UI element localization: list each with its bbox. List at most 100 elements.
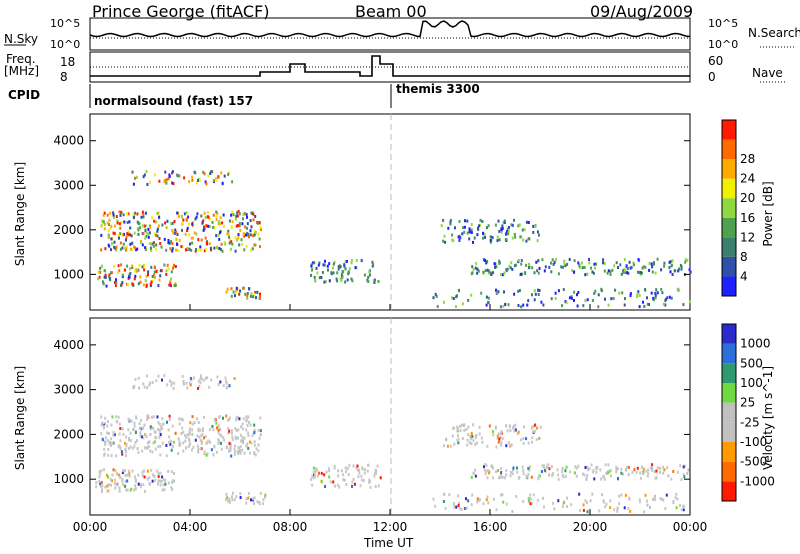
scatter-cell [231, 180, 234, 184]
scatter-cell [126, 479, 129, 483]
colorbar-tick-label: 20 [740, 191, 755, 205]
scatter-cell [609, 270, 612, 274]
scatter-cell [343, 478, 346, 482]
scatter-cell [237, 236, 240, 240]
scatter-cell [507, 303, 510, 307]
scatter-cell [534, 429, 536, 433]
scatter-cell [674, 496, 677, 500]
scatter-cell [200, 214, 203, 218]
scatter-cell [586, 272, 589, 276]
scatter-cell [178, 443, 181, 447]
scatter-cell [217, 441, 220, 445]
scatter-cell [217, 233, 220, 237]
scatter-cell [121, 281, 124, 285]
scatter-cell [116, 221, 119, 225]
scatter-cell [259, 416, 262, 420]
x-tick-label: 00:00 [73, 520, 108, 534]
scatter-cell [169, 439, 172, 443]
scatter-cell [122, 469, 125, 472]
scatter-cell [100, 484, 102, 488]
scatter-cell [112, 231, 115, 235]
scatter-cell [529, 493, 532, 497]
scatter-cell [577, 464, 580, 468]
scatter-cell [347, 473, 350, 477]
scatter-cell [626, 465, 629, 469]
scatter-cell [344, 260, 347, 264]
scatter-cell [229, 446, 232, 450]
scatter-cell [575, 474, 578, 478]
scatter-cell [476, 271, 479, 275]
scatter-cell [208, 385, 211, 389]
scatter-cell [219, 427, 222, 431]
scatter-cell [484, 269, 487, 273]
scatter-cell [680, 478, 683, 481]
scatter-cell [663, 261, 666, 265]
scatter-cell [512, 468, 514, 472]
scatter-cell [148, 181, 151, 185]
scatter-cell [379, 476, 382, 480]
scatter-cell [532, 230, 535, 234]
scatter-cell [159, 242, 162, 245]
scatter-cell [147, 270, 150, 274]
scatter-cell [475, 262, 478, 266]
scatter-cell [226, 385, 229, 389]
scatter-cell [139, 280, 142, 284]
scatter-cell [486, 495, 489, 499]
scatter-cell [115, 278, 117, 282]
scatter-cell [200, 377, 203, 381]
scatter-cell [202, 228, 205, 232]
scatter-cell [531, 502, 534, 506]
scatter-cell [98, 479, 101, 483]
scatter-cell [188, 222, 190, 226]
scatter-cell [501, 224, 504, 228]
scatter-cell [468, 441, 471, 445]
scatter-cell [528, 499, 531, 502]
scatter-cell [228, 238, 231, 242]
scatter-cell [623, 258, 626, 262]
scatter-cell [118, 473, 121, 477]
scatter-cell [351, 480, 354, 484]
scatter-cell [211, 424, 214, 428]
scatter-cell [637, 270, 640, 274]
scatter-cell [143, 173, 146, 177]
scatter-cell [146, 414, 149, 418]
scatter-cell [584, 299, 587, 303]
scatter-cell [171, 480, 174, 484]
scatter-cell [684, 258, 687, 262]
scatter-cell [99, 472, 102, 476]
scatter-cell [136, 268, 139, 272]
scatter-cell [683, 464, 686, 468]
scatter-cell [138, 426, 141, 430]
scatter-cell [259, 228, 262, 232]
scatter-cell [110, 443, 113, 447]
scatter-cell [147, 227, 150, 231]
scatter-cell [112, 441, 115, 445]
scatter-cell [110, 454, 113, 458]
scatter-cell [318, 261, 321, 265]
scatter-cell [167, 238, 170, 242]
scatter-cell [246, 296, 249, 300]
scatter-cell [156, 227, 159, 231]
scatter-cell [111, 473, 114, 477]
scatter-cell [533, 271, 536, 275]
scatter-cell [188, 429, 191, 433]
scatter-cell [463, 428, 466, 432]
scatter-cell [489, 240, 492, 244]
scatter-cell [223, 174, 226, 178]
scatter-cell [578, 264, 581, 268]
scatter-cell [151, 479, 154, 483]
scatter-cell [554, 291, 557, 295]
scatter-cell [463, 225, 466, 229]
colorbar-swatch [722, 198, 736, 218]
scatter-cell [532, 429, 535, 433]
scatter-cell [170, 470, 173, 474]
scatter-cell [642, 300, 644, 304]
scatter-cell [333, 260, 336, 264]
scatter-cell [153, 430, 156, 434]
scatter-cell [107, 439, 110, 443]
scatter-cell [563, 259, 566, 263]
scatter-cell [140, 215, 143, 219]
scatter-cell [146, 477, 149, 481]
scatter-cell [638, 498, 641, 502]
scatter-cell [488, 424, 491, 428]
